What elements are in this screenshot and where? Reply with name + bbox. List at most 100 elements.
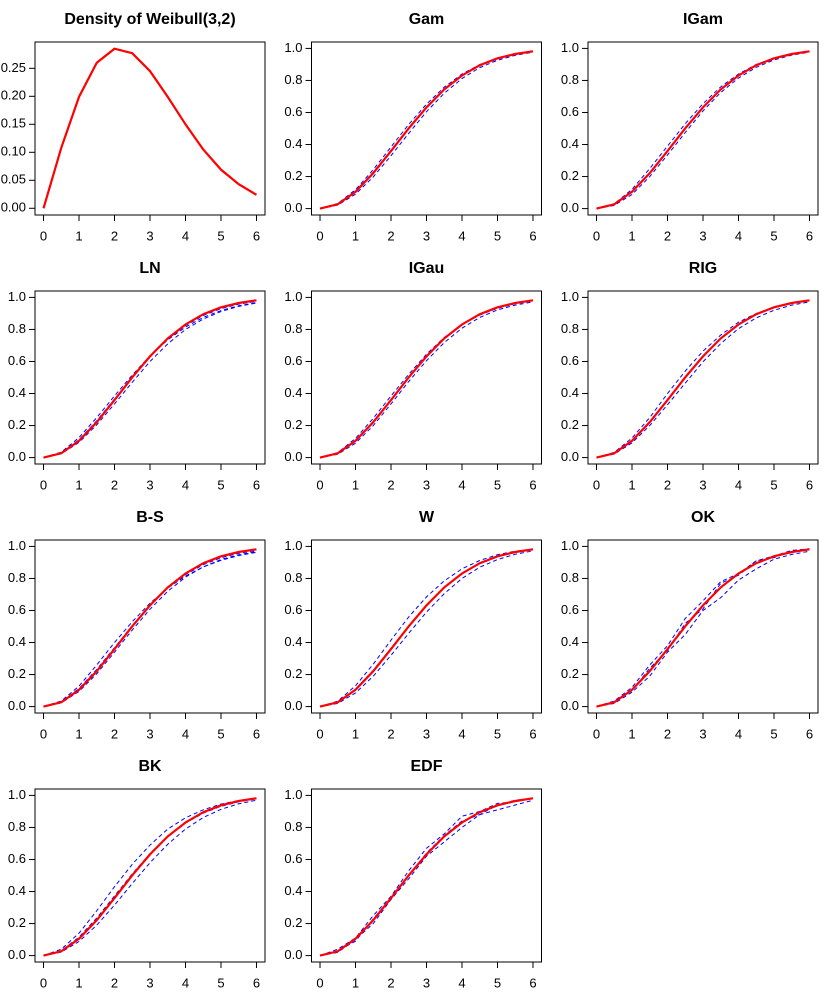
y-tick-label: 0.6 [284,104,302,119]
y-tick-label: 0.8 [561,570,579,585]
y-tick-label: 0.00 [1,200,26,215]
x-tick-label: 0 [40,726,47,741]
x-tick-label: 0 [593,228,600,243]
curve [319,50,534,210]
x-tick-label: 1 [352,477,359,492]
y-tick-label: 0.8 [8,321,26,336]
x-tick-label: 6 [529,975,536,990]
y-tick-label: 0.8 [8,570,26,585]
y-tick-label: 0.4 [8,634,26,649]
panel-title: RIG [689,260,717,277]
y-tick-label: 0.0 [561,200,579,215]
y-tick-label: 1.0 [284,40,302,55]
x-tick-label: 0 [316,726,323,741]
curve [43,548,257,708]
curve [319,301,534,459]
x-tick-label: 5 [770,477,777,492]
x-tick-label: 3 [423,726,430,741]
x-tick-label: 1 [75,975,82,990]
curve [43,551,257,708]
x-tick-label: 3 [423,975,430,990]
plot-frame [311,290,542,465]
y-tick-label: 0.0 [8,947,26,962]
curve [596,300,810,459]
x-tick-label: 5 [217,228,224,243]
y-tick-label: 0.8 [8,819,26,834]
y-tick-label: 0.8 [561,72,579,87]
curve [43,797,257,957]
x-tick-label: 2 [111,228,118,243]
x-tick-label: 3 [423,477,430,492]
curve [319,797,534,957]
x-tick-label: 3 [146,975,153,990]
y-tick-label: 0.0 [8,698,26,713]
y-tick-label: 0.0 [284,449,302,464]
y-tick-label: 1.0 [8,538,26,553]
x-tick-label: 0 [593,477,600,492]
y-tick-label: 0.6 [561,353,579,368]
x-tick-label: 0 [316,228,323,243]
y-tick-label: 0.4 [561,136,579,151]
x-tick-label: 6 [253,477,260,492]
curve [596,301,810,459]
curve [43,799,257,957]
x-tick-label: 3 [699,726,706,741]
y-tick-label: 0.4 [284,385,302,400]
y-tick-label: 0.0 [8,449,26,464]
y-tick-label: 0.8 [561,321,579,336]
y-tick-label: 0.6 [284,353,302,368]
x-tick-label: 1 [75,726,82,741]
curve [319,50,534,210]
y-tick-label: 1.0 [8,787,26,802]
y-tick-label: 1.0 [561,289,579,304]
plot-frame [34,788,266,963]
curve [596,550,810,708]
y-tick-label: 0.6 [8,353,26,368]
y-tick-label: 0.4 [284,634,302,649]
x-tick-label: 3 [146,228,153,243]
y-tick-label: 0.2 [8,666,26,681]
x-tick-label: 4 [458,477,465,492]
x-tick-label: 5 [770,228,777,243]
x-tick-label: 5 [217,477,224,492]
x-tick-label: 5 [494,477,501,492]
x-tick-label: 6 [806,726,813,741]
y-tick-label: 1.0 [284,787,302,802]
x-tick-label: 4 [458,975,465,990]
x-tick-label: 4 [735,228,742,243]
x-tick-label: 4 [735,477,742,492]
y-tick-label: 0.6 [284,851,302,866]
plot-frame [34,539,266,714]
curve [43,549,257,708]
x-tick-label: 6 [529,477,536,492]
plot-frame [34,41,266,216]
plot-frame [311,41,542,216]
x-tick-label: 6 [253,975,260,990]
x-tick-label: 4 [458,228,465,243]
x-tick-label: 2 [387,975,394,990]
y-tick-label: 0.15 [1,116,26,131]
x-tick-label: 5 [494,726,501,741]
curve [43,300,257,459]
x-tick-label: 0 [40,477,47,492]
x-tick-label: 0 [316,477,323,492]
y-tick-label: 1.0 [284,538,302,553]
y-tick-label: 0.20 [1,88,26,103]
curve [596,548,810,708]
x-tick-label: 4 [182,975,189,990]
y-tick-label: 1.0 [8,289,26,304]
plot-frame [311,788,542,963]
x-tick-label: 5 [217,975,224,990]
x-tick-label: 1 [352,975,359,990]
panel-title: EDF [411,758,443,775]
x-tick-label: 4 [182,228,189,243]
x-tick-label: 5 [217,726,224,741]
x-tick-label: 4 [735,726,742,741]
x-tick-label: 1 [628,726,635,741]
plot-frame [587,290,819,465]
x-tick-label: 2 [387,477,394,492]
x-tick-label: 1 [75,228,82,243]
panel-title: OK [691,509,715,526]
curve [319,299,534,459]
